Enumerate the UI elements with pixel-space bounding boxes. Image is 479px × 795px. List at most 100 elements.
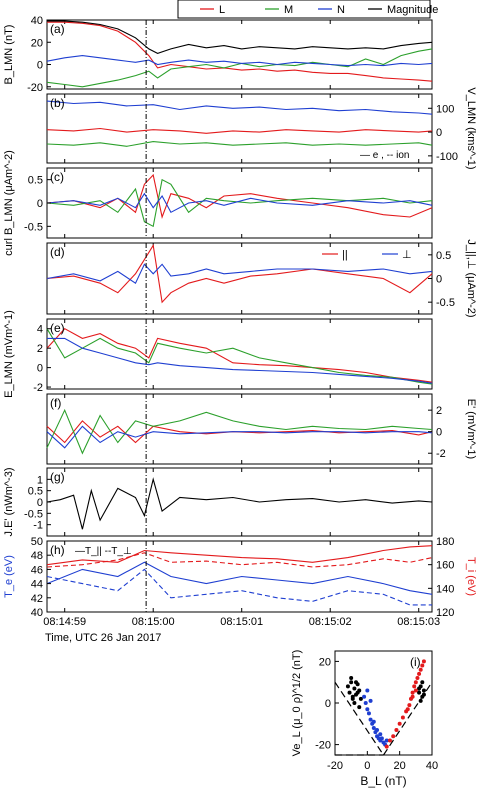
series-line-0	[46, 127, 433, 134]
y-tick-label: 0	[37, 363, 43, 375]
y-tick-label: -1	[33, 520, 43, 532]
scatter-x-tick-label: 40	[426, 760, 438, 772]
scatter-point	[354, 680, 359, 685]
scatter-point	[417, 690, 422, 695]
y-tick-label-right: 180	[436, 536, 454, 548]
series-line-3	[46, 552, 433, 568]
scatter-point	[420, 663, 425, 668]
scatter-point	[365, 707, 370, 712]
panel-label: (g)	[50, 470, 65, 484]
scatter-point	[394, 728, 399, 733]
scatter-point	[350, 696, 355, 701]
y-tick-label: 40	[31, 15, 43, 27]
y-tick-label: 44	[31, 579, 43, 591]
panel-b: 100 0 -100 (b) V_LMN (kms^-1) — e , -- ion	[46, 87, 477, 170]
scatter-point	[375, 728, 380, 733]
y-tick-label: 42	[31, 593, 43, 605]
y-tick-label: -2	[33, 382, 43, 394]
y-tick-label-right: -100	[436, 151, 458, 163]
scatter-point	[368, 698, 373, 703]
panel-label: (f)	[50, 396, 61, 410]
y-tick-label: -0.5	[24, 221, 43, 233]
y-tick-label-right: 120	[436, 607, 454, 619]
time-tick-label-0: 08:14:59	[43, 616, 86, 628]
scatter-point	[397, 721, 402, 726]
scatter-x-tick-label: 20	[394, 760, 406, 772]
y-tick-label: 40	[31, 607, 43, 619]
scatter-point	[415, 676, 420, 681]
scatter-point	[421, 688, 426, 693]
y-tick-label: 0.5	[28, 486, 43, 498]
y-tick-label-right: 0	[436, 127, 442, 139]
scatter-y-label: Ve_L (μ_0 ρ)^1/2 (nT)	[291, 650, 303, 757]
time-tick-label-4: 08:15:03	[397, 616, 440, 628]
legend-label-0: L	[219, 4, 225, 16]
y-tick-label-right: -0.5	[436, 297, 455, 309]
panel-frame	[46, 19, 433, 90]
y-tick-label: 0.5	[28, 175, 43, 187]
y-tick-label-right: 160	[436, 560, 454, 572]
series-line-0	[46, 561, 433, 595]
series-line-0	[46, 328, 433, 383]
panel-label: (h)	[50, 543, 65, 557]
scatter-point	[421, 692, 426, 697]
scatter-point	[384, 744, 389, 749]
scatter-point	[368, 717, 373, 722]
panel-frame	[46, 318, 433, 390]
y-tick-label: -0.5	[24, 508, 43, 520]
panel-g: 10.50-0.5-1 (g) J.E' (nWm^-3)	[3, 467, 433, 537]
scatter-point	[366, 711, 371, 716]
scatter-point	[365, 688, 370, 693]
series-line-1	[46, 408, 433, 455]
panel-e: 4 2 0 -2 (e) E_LMN (mVm^-1)	[3, 310, 433, 398]
y-axis-label-right: J_||,⊥ (μAm^-2)	[465, 239, 477, 317]
legend-label-2: N	[337, 4, 345, 16]
panel-frame	[46, 467, 433, 537]
scatter-y-tick-label: -20	[315, 740, 331, 752]
panel-label: (e)	[50, 321, 65, 335]
y-tick-label: 1	[37, 474, 43, 486]
reference-dashed-line-0	[334, 681, 384, 756]
y-tick-label: 4	[37, 324, 43, 336]
scatter-point	[412, 684, 417, 689]
series-line-1	[46, 328, 433, 385]
scatter-point	[358, 696, 363, 701]
series-line-1	[46, 568, 432, 606]
scatter-point	[391, 734, 396, 739]
y-tick-label: 50	[31, 536, 43, 548]
panel-d: 0.5 0 -0.5 (d) J_||,⊥ (μAm^-2) || ⊥	[46, 239, 477, 318]
y-axis-label: E_LMN (mVm^-1)	[3, 310, 15, 398]
series-line-0	[46, 243, 433, 304]
series-line-0	[47, 21, 433, 82]
scatter-point	[355, 690, 360, 695]
y-axis-label: curl B_LMN (μAm^-2)	[3, 150, 15, 256]
legend-label-3: Magnitude	[387, 4, 438, 16]
scatter-point	[371, 725, 376, 730]
y-tick-label-right: 0.5	[436, 250, 451, 262]
series-line-1	[46, 141, 433, 147]
scatter-point	[413, 688, 418, 693]
panel-label: (c)	[50, 170, 64, 184]
legend-label-1: M	[284, 4, 293, 16]
series-line-2	[46, 545, 433, 566]
series-line-2	[47, 337, 433, 384]
time-tick-label-1: 08:15:00	[132, 616, 175, 628]
series-line-2	[46, 55, 433, 67]
y-tick-label: 46	[31, 564, 43, 576]
scatter-point	[420, 680, 425, 685]
panel-legend-text: — e , -- ion	[360, 150, 409, 161]
y-tick-label: 48	[31, 550, 43, 562]
scatter-point	[410, 690, 415, 695]
series-line-0	[46, 477, 433, 530]
y-tick-label-right: 2	[436, 405, 442, 417]
panel-a: 40 20 0 -20 (a) B_LMN (nT)	[3, 15, 433, 94]
scatter-x-tick-label: 0	[364, 760, 370, 772]
series-line-2	[46, 425, 433, 449]
scatter-x-label: B_L (nT)	[360, 774, 406, 788]
scatter-point	[405, 707, 410, 712]
scatter-point	[378, 732, 383, 737]
scatter-y-tick-label: 0	[325, 698, 331, 710]
panel-label: (i)	[410, 655, 421, 669]
d-legend-label-1: ⊥	[402, 249, 412, 261]
